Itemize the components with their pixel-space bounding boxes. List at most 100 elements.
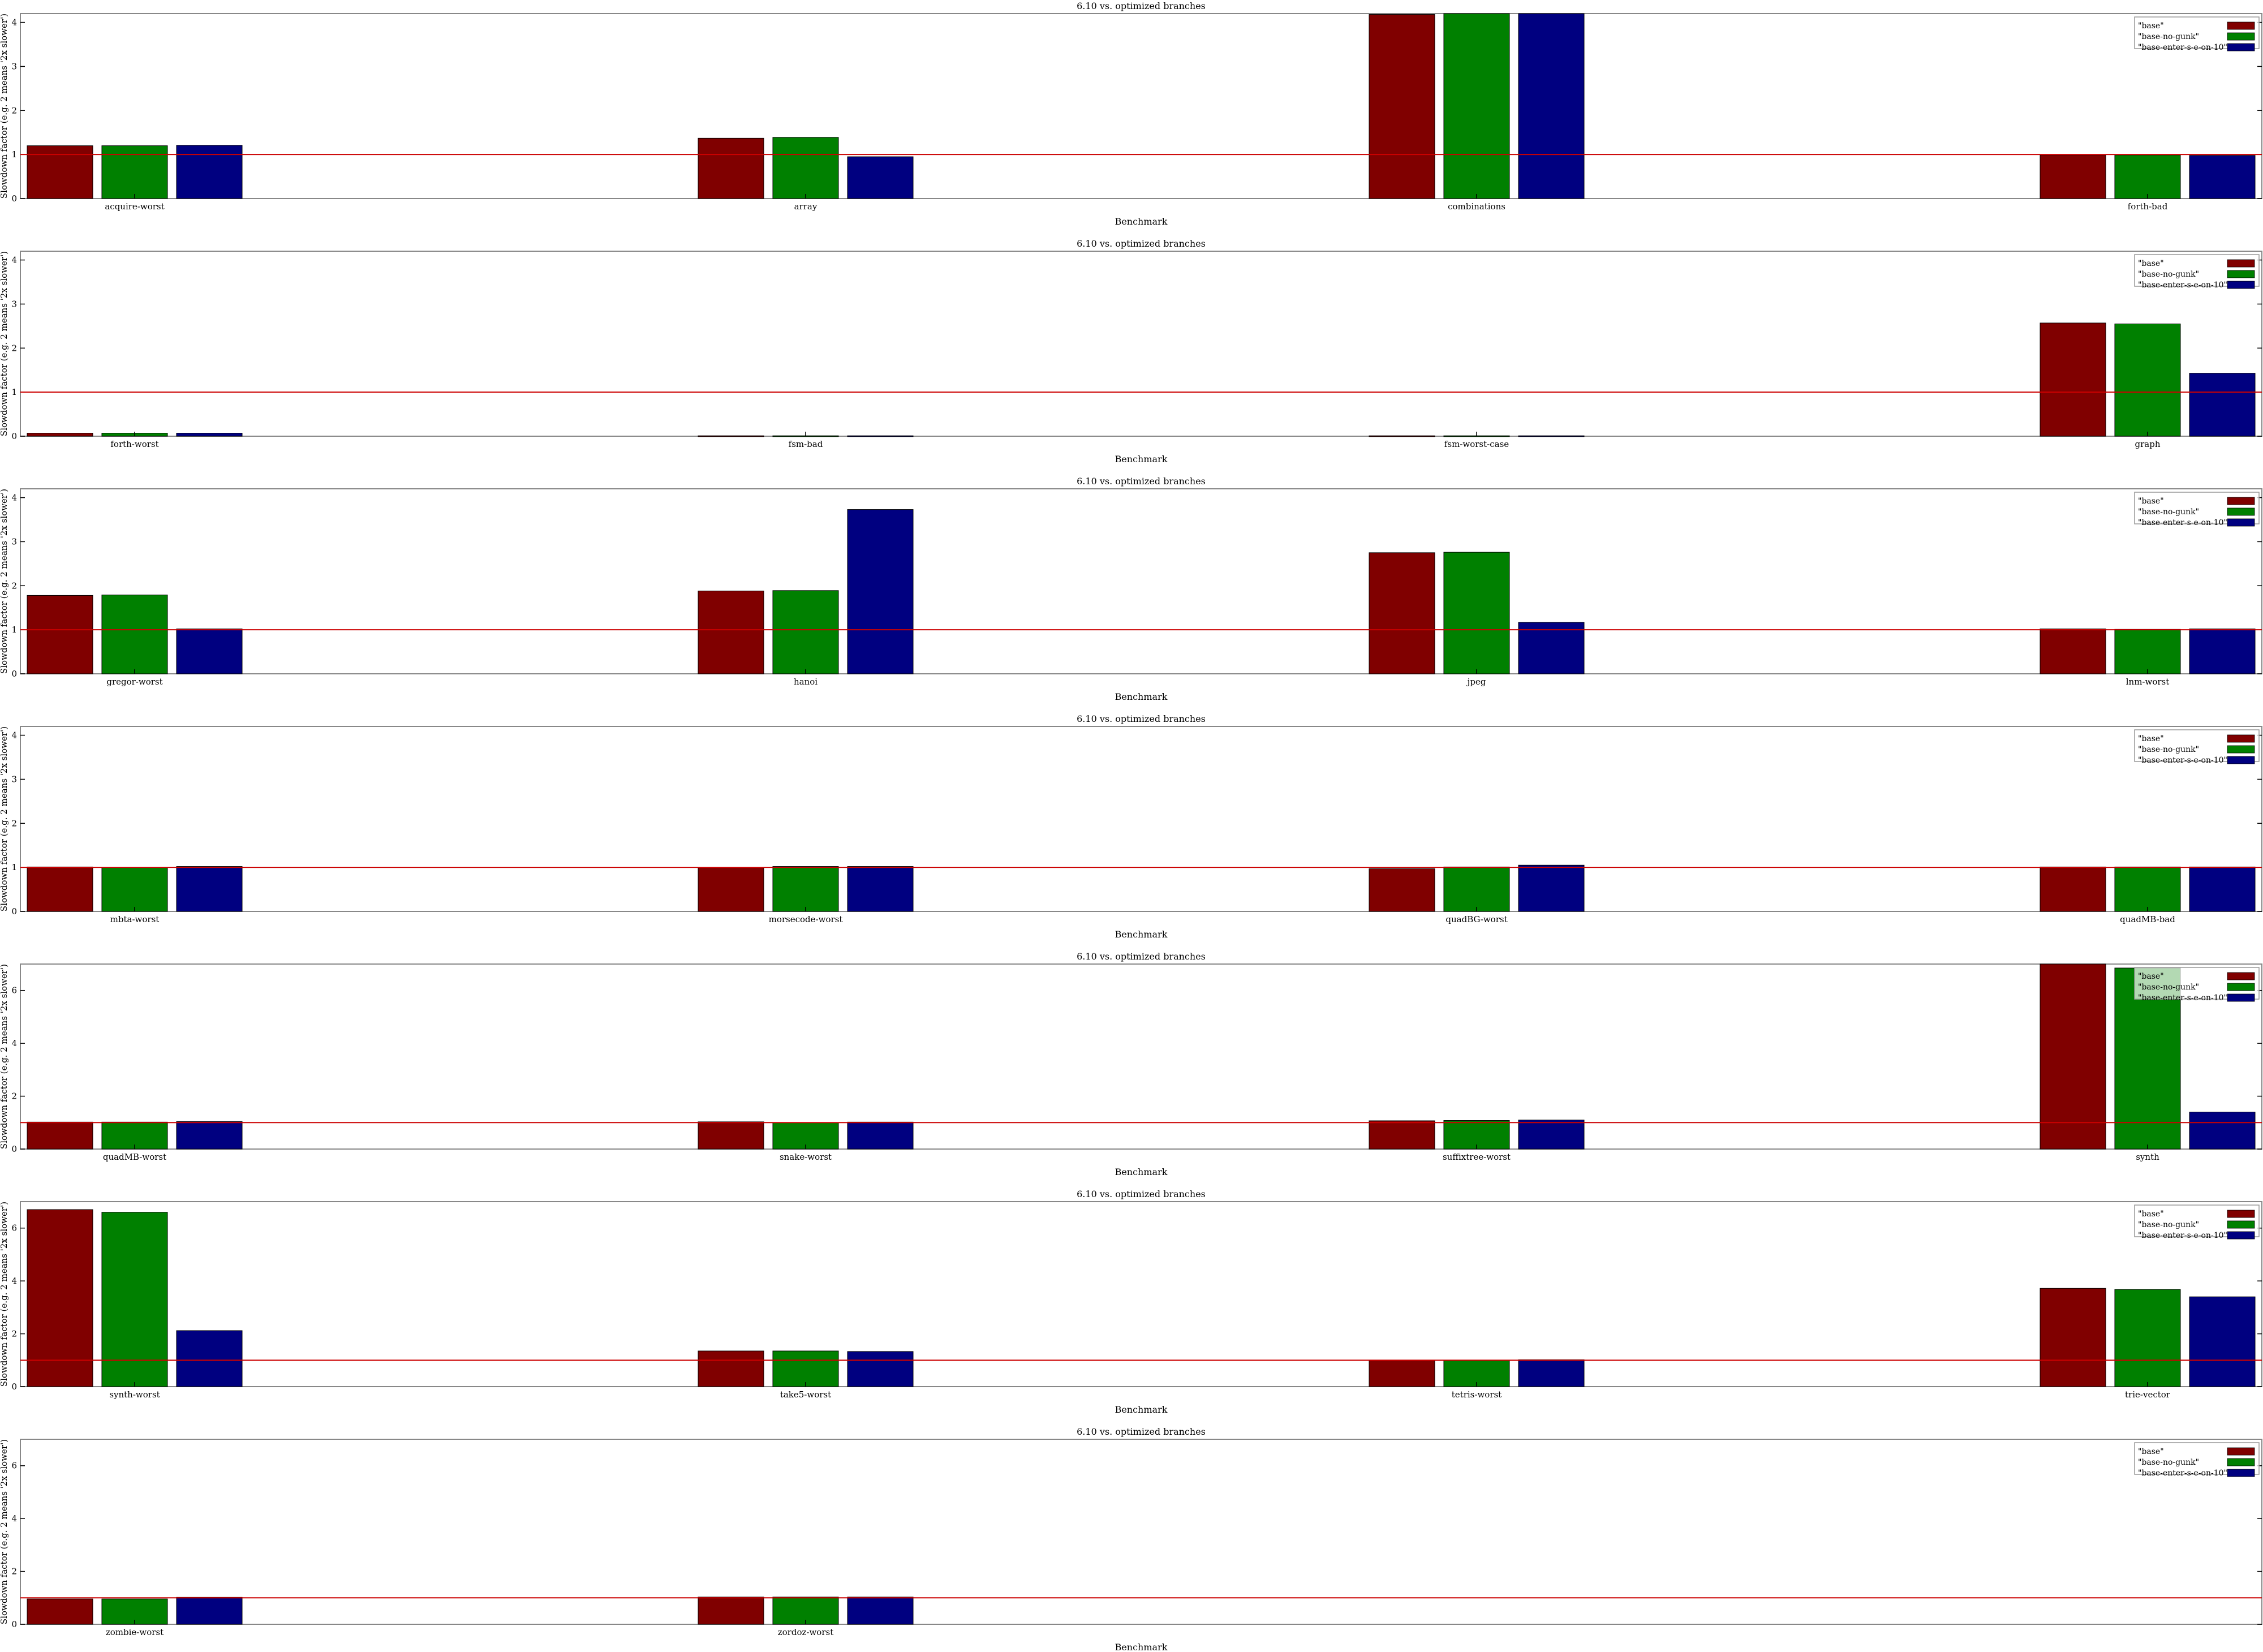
y-tick-label: 2	[11, 818, 17, 828]
legend-label: "base-enter-s-e-on-10"	[2138, 1469, 2227, 1478]
y-tick-label: 4	[11, 1513, 17, 1524]
legend: "base""base-no-gunk""base-enter-s-e-on-1…	[2134, 729, 2260, 765]
bar-snake-worst-0	[698, 1121, 764, 1150]
y-axis-label: Slowdown factor (e.g. 2 means '2x slower…	[0, 14, 9, 199]
legend-swatch	[2227, 270, 2255, 278]
bar-lnm-worst-0	[2040, 629, 2106, 674]
y-tick-label: 0	[11, 1144, 17, 1154]
chart-title: 6.10 vs. optimized branches	[1077, 1189, 1206, 1199]
legend-swatch	[2227, 1220, 2255, 1229]
bar-forth-worst-0	[27, 433, 93, 437]
legend-label: "base-no-gunk"	[2138, 32, 2199, 41]
bar-gregor-worst-0	[27, 595, 93, 674]
y-tick-label: 4	[11, 18, 17, 28]
x-tick-label: fsm-worst-case	[1444, 439, 1509, 449]
bar-synth-worst-0	[27, 1209, 93, 1387]
bar-synth-worst-2	[176, 1330, 243, 1387]
y-axis-label: Slowdown factor (e.g. 2 means '2x slower…	[0, 726, 9, 911]
chart-panel-2: 6.10 vs. optimized branches Slowdown fact…	[0, 238, 2262, 464]
x-axis-label: Benchmark	[1115, 1404, 1168, 1415]
y-tick-label: 0	[11, 431, 17, 441]
bar-fsm-worst-case-0	[1369, 435, 1435, 437]
bar-morsecode-worst-0	[698, 867, 764, 912]
legend-label: "base-enter-s-e-on-10"	[2138, 1231, 2227, 1240]
bar-fsm-worst-case-2	[1518, 435, 1585, 437]
legend-swatch	[2227, 21, 2255, 30]
x-tick-label: zombie-worst	[106, 1627, 164, 1637]
x-tick-label: forth-bad	[2128, 201, 2168, 212]
bar-combinations-1	[1443, 13, 1510, 199]
plot-area	[20, 251, 2262, 437]
bar-acquire-worst-0	[27, 145, 93, 199]
bar-take5-worst-1	[772, 1350, 839, 1387]
chart-title: 6.10 vs. optimized branches	[1077, 951, 1206, 962]
y-tick-label: 6	[11, 986, 17, 996]
y-tick-label: 2	[11, 580, 17, 591]
legend-label: "base"	[2138, 1447, 2164, 1456]
chart-panel-3: 6.10 vs. optimized branches Slowdown fact…	[0, 476, 2262, 702]
bar-gregor-worst-2	[176, 629, 243, 674]
x-tick-label: suffixtree-worst	[1443, 1152, 1511, 1162]
bar-take5-worst-0	[698, 1350, 764, 1387]
x-axis-label: Benchmark	[1115, 216, 1168, 227]
bar-array-1	[772, 137, 839, 199]
y-tick-label: 2	[11, 1567, 17, 1577]
y-tick-label: 6	[11, 1461, 17, 1471]
legend-label: "base-enter-s-e-on-10"	[2138, 43, 2227, 52]
chart-panel-1: 6.10 vs. optimized branches Slowdown fact…	[0, 1, 2262, 227]
bar-fsm-bad-2	[847, 435, 914, 437]
bar-hanoi-2	[847, 509, 914, 674]
y-tick-label: 4	[11, 730, 17, 741]
bar-trie-vector-0	[2040, 1288, 2106, 1387]
legend: "base" "base-no-gunk" "base-enter-s-e-on-1…	[2134, 254, 2260, 290]
bar-fsm-bad-0	[698, 435, 764, 437]
legend-label: "base-enter-s-e-on-10"	[2138, 281, 2227, 290]
y-tick-label: 4	[11, 493, 17, 503]
bar-array-2	[847, 156, 914, 199]
legend-label: "base-no-gunk"	[2138, 1458, 2199, 1467]
y-axis-label: Slowdown factor (e.g. 2 means '2x slower…	[0, 1439, 9, 1624]
y-axis-label: Slowdown factor (e.g. 2 means '2x slower…	[0, 1202, 9, 1387]
y-tick-label: 1	[11, 862, 17, 872]
x-tick-label: gregor-worst	[106, 677, 162, 687]
bar-trie-vector-2	[2189, 1296, 2256, 1387]
bar-acquire-worst-2	[176, 145, 243, 199]
bar-combinations-2	[1518, 13, 1585, 199]
legend-swatch	[2227, 1469, 2255, 1477]
legend-label: "base-enter-s-e-on-10"	[2138, 518, 2227, 527]
bar-forth-bad-2	[2189, 155, 2256, 199]
legend: "base""base-no-gunk""base-enter-s-e-on-1…	[2134, 16, 2260, 52]
bar-hanoi-0	[698, 591, 764, 674]
plot-area	[20, 13, 2262, 199]
chart-panel-6: 6.10 vs. optimized branches Slowdown fact…	[0, 1189, 2262, 1415]
chart-panel-4: 6.10 vs. optimized branches Slowdown fact…	[0, 713, 2262, 940]
y-tick-label: 6	[11, 1223, 17, 1233]
bar-suffixtree-worst-0	[1369, 1120, 1435, 1150]
x-tick-label: forth-worst	[110, 439, 158, 449]
chart-title: 6.10 vs. optimized branches	[1077, 476, 1206, 487]
bar-lnm-worst-2	[2189, 629, 2256, 674]
legend-label: "base"	[2138, 972, 2164, 981]
bar-synth-0	[2040, 963, 2106, 1150]
y-tick-label: 3	[11, 299, 17, 309]
x-tick-label: snake-worst	[780, 1152, 832, 1162]
bar-acquire-worst-1	[101, 145, 168, 199]
x-tick-label: acquire-worst	[105, 201, 164, 212]
bar-jpeg-1	[1443, 552, 1510, 674]
legend-label: "base"	[2138, 734, 2164, 743]
legend: "base" "base-no-gunk" "base-enter-s-e-on-1…	[2134, 1442, 2260, 1478]
legend-swatch	[2227, 1447, 2255, 1456]
bar-zombie-worst-0	[27, 1598, 93, 1625]
y-axis-label: Slowdown factor (e.g. 2 means '2x slower…	[0, 251, 9, 436]
legend-swatch	[2227, 1231, 2255, 1240]
bar-lnm-worst-1	[2114, 629, 2181, 674]
bar-quadBG-worst-2	[1518, 864, 1585, 912]
bar-quadMB-bad-0	[2040, 866, 2106, 912]
legend-label: "base"	[2138, 497, 2164, 506]
bar-zombie-worst-2	[176, 1597, 243, 1625]
legend-label: "base-no-gunk"	[2138, 270, 2199, 279]
y-axis-label: Slowdown factor (e.g. 2 means '2x slower…	[0, 964, 9, 1149]
legend-label: "base"	[2138, 259, 2164, 268]
bar-gregor-worst-1	[101, 595, 168, 674]
